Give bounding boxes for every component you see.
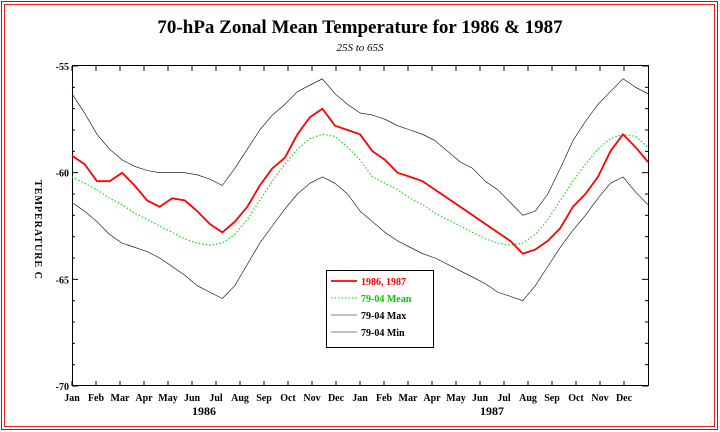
legend-box xyxy=(326,270,434,348)
x-tick-label: Jan xyxy=(64,393,80,404)
x-tick-label: Sep xyxy=(544,393,560,404)
y-tick-label: -60 xyxy=(56,169,69,180)
legend: 1986, 1987 79-04 Mean 79-04 Max 79-04 Min xyxy=(326,270,434,348)
y-tick-label: -55 xyxy=(56,62,69,73)
outer-frame-red xyxy=(4,4,715,427)
y-tick-label: -70 xyxy=(56,382,69,393)
x-tick-label: Apr xyxy=(135,393,153,404)
x-tick-label: Mar xyxy=(111,393,130,404)
x-year-label: 1986 xyxy=(192,404,216,418)
x-tick-label: Aug xyxy=(231,393,249,404)
x-tick-label: Dec xyxy=(616,393,633,404)
x-tick-label: May xyxy=(446,393,465,404)
series-line-1986-1987 xyxy=(71,107,649,255)
y-tick-label: -65 xyxy=(56,275,69,286)
series-line-79-04-mean xyxy=(71,133,649,246)
x-tick-label: Dec xyxy=(328,393,345,404)
y-axis: -55 -60 -65 -70 xyxy=(56,62,648,393)
series-group xyxy=(71,78,649,302)
x-tick-label: Jul xyxy=(209,393,223,404)
x-axis: Jan Feb Mar Apr May Jun Jul Aug Sep Oct Nov Dec Jan F… xyxy=(64,66,633,418)
legend-label: 79-04 Max xyxy=(361,311,406,322)
x-tick-label: Oct xyxy=(280,393,296,404)
x-tick-label: May xyxy=(158,393,177,404)
x-tick-label: Nov xyxy=(303,393,320,404)
x-tick-label: Feb xyxy=(88,393,105,404)
x-tick-label: Jun xyxy=(184,393,201,404)
x-tick-label: Oct xyxy=(568,393,584,404)
y-axis-label: TEMPERATURE C xyxy=(32,180,43,280)
x-tick-label: Nov xyxy=(591,393,608,404)
x-tick-label: Feb xyxy=(376,393,393,404)
x-tick-label: Jul xyxy=(497,393,511,404)
x-year-label: 1987 xyxy=(480,404,504,418)
x-tick-label: Sep xyxy=(256,393,272,404)
x-tick-label: Apr xyxy=(423,393,441,404)
chart-subtitle: 25S to 65S xyxy=(336,42,384,54)
legend-label: 79-04 Mean xyxy=(361,294,412,305)
legend-label: 79-04 Min xyxy=(361,328,405,339)
x-tick-label: Mar xyxy=(399,393,418,404)
x-tick-label: Aug xyxy=(519,393,537,404)
x-tick-label: Jan xyxy=(352,393,368,404)
series-line-79-04-min xyxy=(71,176,649,302)
chart-title: 70-hPa Zonal Mean Temperature for 1986 &… xyxy=(157,17,563,38)
x-tick-label: Jun xyxy=(472,393,489,404)
legend-label: 1986, 1987 xyxy=(361,277,406,288)
series-line-79-04-max xyxy=(71,78,649,216)
